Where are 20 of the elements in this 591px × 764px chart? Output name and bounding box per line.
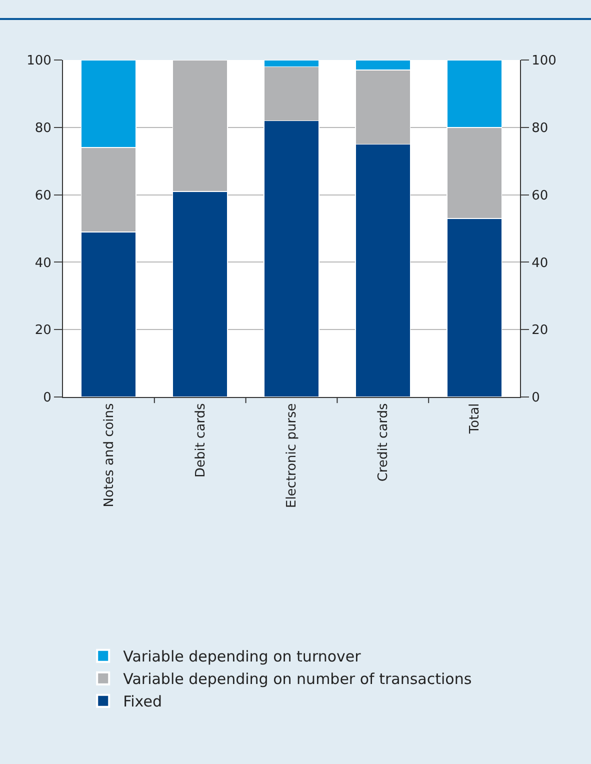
y2-tick-label: 60	[532, 188, 548, 204]
x-tick-label: Total	[468, 403, 483, 435]
legend-label: Fixed	[123, 692, 162, 711]
x-tick-label: Notes and coins	[102, 402, 117, 508]
x-tick-label: Electronic purse	[284, 403, 300, 508]
y-tick-label: 100	[26, 54, 52, 69]
y-tick-label: 80	[34, 120, 52, 136]
y-tick-label: 20	[34, 323, 52, 338]
y2-tick-label: 20	[532, 323, 548, 338]
y2-tick-label: 0	[532, 390, 540, 406]
y2-tick-label: 40	[532, 256, 548, 271]
y-tick-label: 40	[34, 256, 52, 271]
y2-tick-label: 80	[532, 120, 548, 136]
x-tick-label: Credit cards	[376, 402, 392, 482]
x-tick-label: Debit cards	[193, 402, 208, 478]
legend-label: Variable depending on number of transactions	[123, 670, 472, 688]
y-tick-label: 60	[34, 188, 52, 204]
y-tick-label: 0	[43, 390, 52, 406]
y2-tick-label: 100	[532, 54, 556, 69]
legend-label: Variable depending on turnover	[123, 648, 362, 666]
